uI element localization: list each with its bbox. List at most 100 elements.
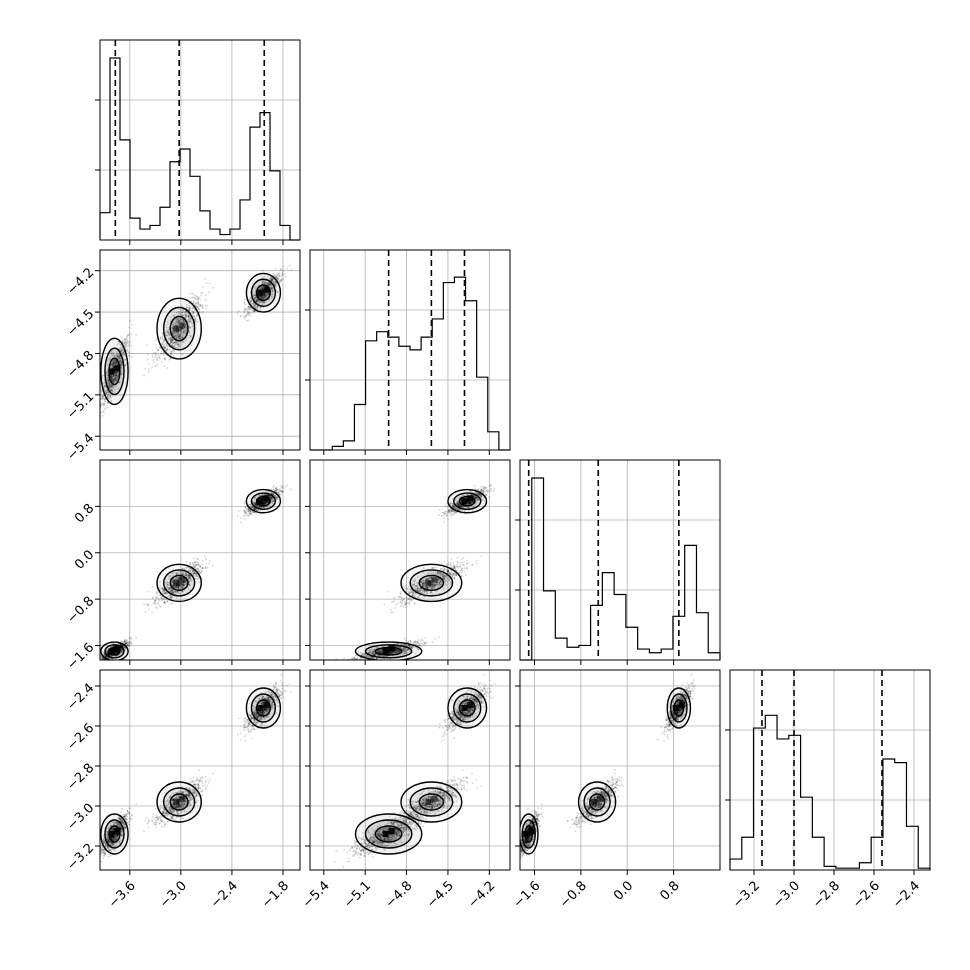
sample-point [113,386,116,389]
sample-point [176,342,178,344]
sample-point [185,325,188,328]
sample-point [102,404,105,407]
sample-point [175,331,178,334]
sample-point [147,590,150,593]
sample-point [173,349,175,352]
sample-point [183,314,186,317]
sample-point [154,340,157,343]
sample-point [163,346,166,349]
sample-point [111,389,113,392]
sample-point [106,391,109,394]
sample-point [257,301,260,304]
sample-point [265,295,268,298]
sample-point [100,398,103,400]
sample-point [111,374,114,376]
sample-point [115,371,118,374]
sample-point [125,349,128,352]
sample-point [274,284,277,287]
sample-point [279,268,282,271]
sample-point [151,585,154,588]
sample-point [276,274,279,277]
sample-point [254,296,257,299]
sample-point [116,362,119,365]
sample-point [173,335,176,338]
sample-point [263,292,265,295]
sample-point [112,360,115,362]
sample-point [278,275,281,277]
sample-point [263,280,266,283]
sample-point [165,348,167,351]
sample-point [159,338,162,340]
sample-point [108,380,110,382]
sample-point [188,320,191,322]
sample-point [275,282,277,285]
sample-point [174,331,177,334]
sample-point [282,265,285,268]
sample-point [252,294,255,297]
sample-point [244,316,246,319]
sample-point [247,306,250,309]
sample-point [147,368,150,371]
sample-point [236,514,239,517]
sample-point [178,318,181,321]
sample-point [170,341,173,344]
sample-point [267,281,270,284]
sample-point [188,321,190,324]
sample-point [114,358,117,361]
sample-point [110,386,113,389]
sample-point [177,320,180,323]
sample-point [244,317,246,320]
sample-point [118,360,121,363]
sample-point [111,363,113,366]
sample-point [114,378,117,381]
sample-point [175,320,178,323]
sample-point [120,357,123,360]
sample-point [271,289,274,292]
sample-point [108,396,110,399]
sample-point [116,378,118,381]
sample-point [111,660,113,662]
sample-point [120,371,123,374]
sample-point [184,314,187,316]
sample-point [168,348,171,351]
sample-point [260,286,263,288]
sample-point [192,301,195,304]
sample-point [191,310,194,313]
sample-point [178,319,181,322]
sample-point [114,355,117,358]
sample-point [259,301,261,304]
sample-point [115,361,118,364]
sample-point [193,561,196,564]
sample-point [255,296,258,299]
sample-point [191,307,194,310]
sample-point [115,376,118,379]
sample-point [103,403,105,405]
sample-point [120,335,122,338]
sample-point [183,328,186,331]
sample-point [271,277,274,280]
sample-point [108,381,111,384]
sample-point [101,397,104,399]
sample-point [160,606,162,608]
sample-point [173,341,176,344]
sample-point [112,365,115,368]
sample-point [279,280,282,282]
sample-point [109,375,112,378]
sample-point [187,320,190,323]
sample-point [255,305,258,308]
sample-point [178,320,181,323]
sample-point [123,361,126,364]
sample-point [96,398,98,400]
sample-point [112,360,115,363]
sample-point [191,325,194,328]
sample-point [263,295,266,298]
sample-point [166,348,168,350]
sample-point [186,306,188,309]
sample-point [124,354,127,357]
sample-point [112,366,115,369]
sample-point [196,557,199,560]
sample-point [261,297,264,300]
sample-point [255,299,257,302]
sample-point [124,345,127,348]
sample-point [197,302,200,305]
